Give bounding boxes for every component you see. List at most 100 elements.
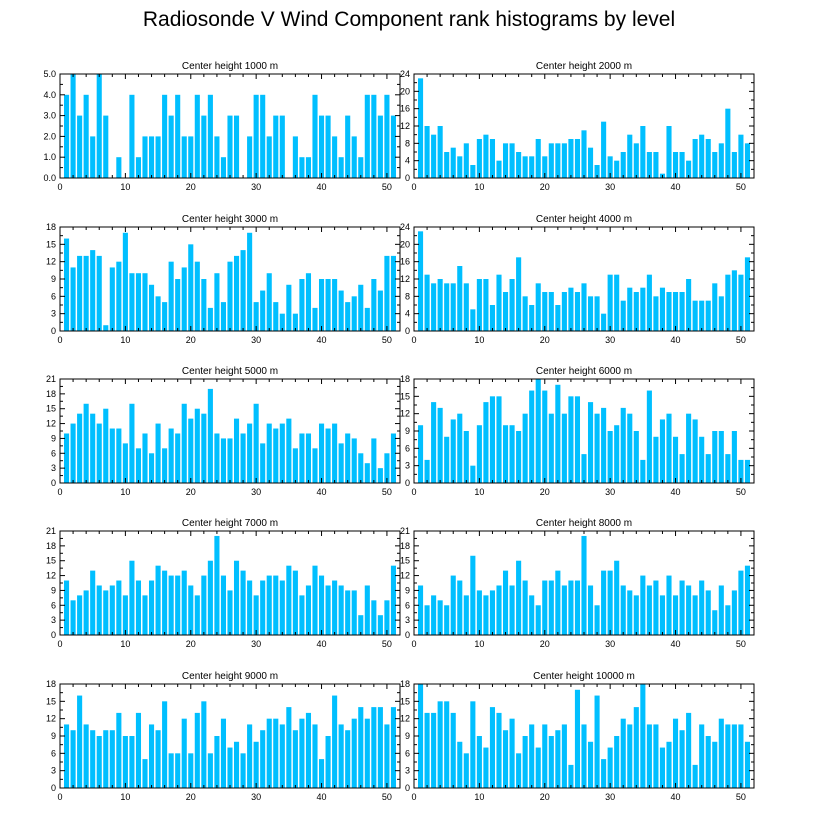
bar bbox=[155, 136, 161, 178]
bar bbox=[686, 712, 692, 788]
bar bbox=[509, 718, 515, 788]
y-tick-label: 0 bbox=[405, 326, 410, 336]
bar bbox=[214, 136, 220, 178]
bar bbox=[640, 575, 646, 635]
bar bbox=[509, 143, 515, 178]
bar bbox=[318, 279, 325, 331]
bar bbox=[574, 689, 581, 788]
bar bbox=[594, 695, 600, 788]
bar bbox=[63, 724, 70, 788]
bar bbox=[233, 255, 240, 331]
x-tick-label: 0 bbox=[57, 335, 62, 345]
y-tick-label: 20 bbox=[400, 86, 410, 96]
y-tick-label: 21 bbox=[46, 374, 56, 384]
bar bbox=[712, 283, 718, 331]
bar bbox=[70, 730, 76, 788]
bar bbox=[253, 741, 259, 788]
bar bbox=[548, 413, 554, 483]
y-tick-label: 18 bbox=[400, 541, 410, 551]
bar bbox=[699, 300, 705, 331]
bar bbox=[444, 436, 450, 483]
bar bbox=[332, 423, 338, 483]
bar bbox=[581, 454, 587, 483]
y-tick-label: 3 bbox=[405, 766, 410, 776]
bar bbox=[568, 139, 574, 178]
y-tick-label: 12 bbox=[46, 419, 56, 429]
bar bbox=[633, 292, 639, 331]
bar bbox=[181, 267, 187, 331]
bar bbox=[135, 157, 142, 178]
bar bbox=[299, 433, 305, 483]
bar bbox=[555, 384, 561, 483]
bar bbox=[168, 261, 174, 331]
bar bbox=[220, 157, 227, 178]
bar bbox=[142, 759, 148, 788]
x-tick-label: 40 bbox=[671, 792, 681, 802]
bar bbox=[692, 139, 698, 178]
bar bbox=[679, 580, 685, 635]
bar bbox=[345, 115, 351, 178]
bar bbox=[286, 565, 292, 635]
bar bbox=[725, 274, 731, 331]
y-tick-label: 3.0 bbox=[43, 111, 56, 121]
bar bbox=[148, 580, 155, 635]
bar bbox=[377, 115, 383, 178]
bar bbox=[338, 585, 344, 635]
y-tick-label: 12 bbox=[46, 714, 56, 724]
bar bbox=[725, 724, 731, 788]
bar bbox=[116, 712, 122, 788]
bar bbox=[292, 136, 298, 178]
bar bbox=[581, 724, 587, 788]
bar bbox=[744, 257, 751, 331]
bar bbox=[162, 302, 168, 331]
y-tick-label: 15 bbox=[46, 239, 56, 249]
bar bbox=[627, 134, 633, 178]
y-tick-label: 18 bbox=[46, 222, 56, 232]
x-tick-label: 30 bbox=[605, 182, 615, 192]
y-tick-label: 15 bbox=[400, 391, 410, 401]
y-tick-label: 18 bbox=[400, 679, 410, 689]
bar bbox=[83, 255, 89, 331]
x-tick-label: 50 bbox=[736, 182, 746, 192]
bar bbox=[364, 94, 370, 178]
bar bbox=[731, 724, 737, 788]
bar bbox=[338, 157, 344, 178]
bar bbox=[431, 283, 437, 331]
bar bbox=[496, 585, 502, 635]
bar bbox=[122, 595, 128, 635]
panel-8: Center height 8000 m 0 10 20 30 40 50 0 3 6 9 12 15 1… bbox=[400, 518, 755, 649]
bar bbox=[175, 279, 181, 331]
bar bbox=[607, 156, 613, 178]
bar bbox=[509, 585, 515, 635]
bar bbox=[273, 428, 279, 483]
bar bbox=[305, 273, 312, 331]
bar bbox=[535, 379, 541, 483]
bar bbox=[63, 580, 70, 635]
bar bbox=[135, 580, 142, 635]
bar bbox=[103, 325, 109, 331]
bar bbox=[162, 570, 168, 635]
bar bbox=[542, 724, 548, 788]
bar bbox=[188, 136, 194, 178]
bar bbox=[633, 595, 639, 635]
bar bbox=[692, 764, 698, 788]
panel-title: Center height 5000 m bbox=[182, 366, 278, 377]
bar bbox=[299, 279, 305, 331]
bar bbox=[207, 753, 213, 788]
bar bbox=[227, 438, 233, 483]
y-tick-label: 4 bbox=[405, 156, 410, 166]
bar bbox=[260, 290, 266, 331]
bar bbox=[483, 134, 489, 178]
x-tick-label: 0 bbox=[57, 182, 62, 192]
bar bbox=[312, 307, 318, 331]
bar bbox=[542, 156, 548, 178]
bar bbox=[496, 712, 502, 788]
bar bbox=[168, 753, 174, 788]
bar bbox=[561, 143, 567, 178]
bar bbox=[437, 407, 443, 483]
panel-title: Center height 7000 m bbox=[182, 518, 278, 529]
bar bbox=[731, 431, 737, 483]
y-tick-label: 3 bbox=[51, 615, 56, 625]
bar bbox=[718, 431, 724, 483]
y-tick-label: 0 bbox=[51, 478, 56, 488]
